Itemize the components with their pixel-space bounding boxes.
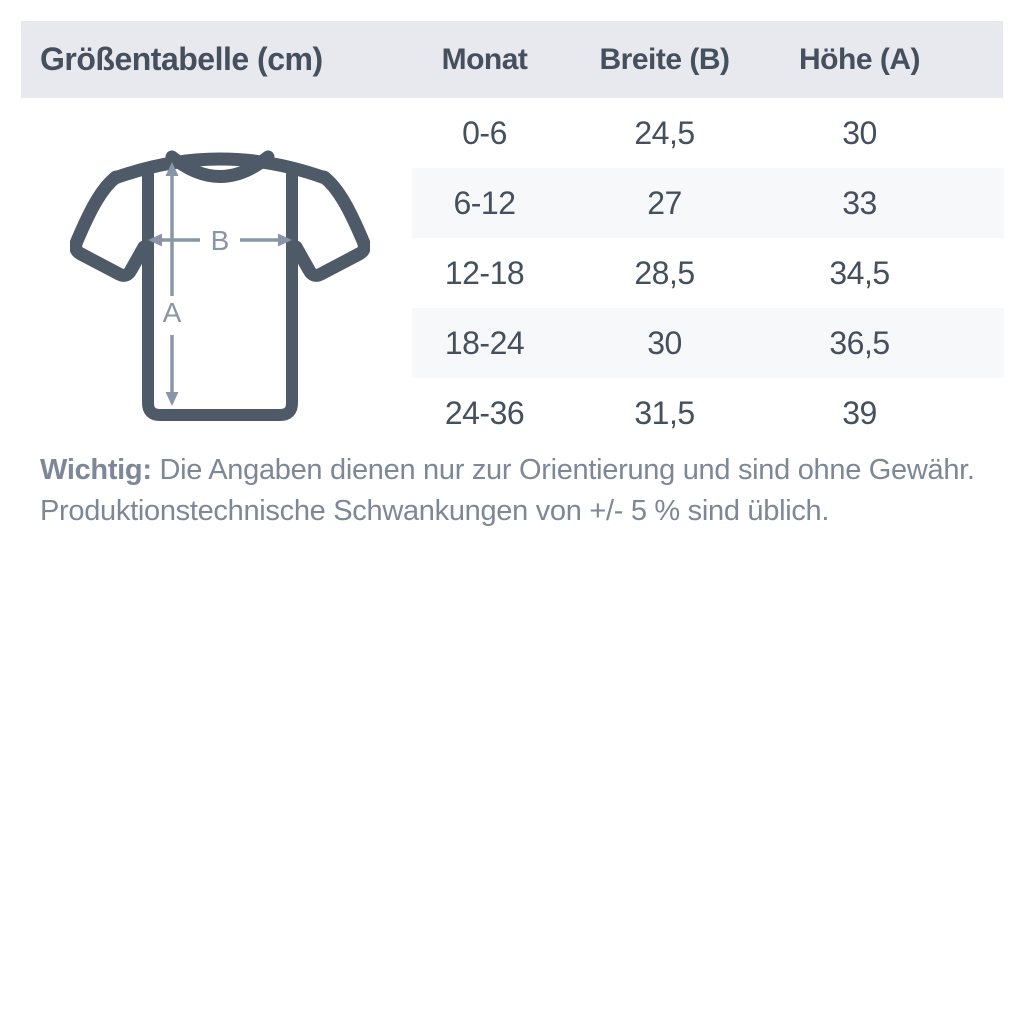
width-arrow — [148, 233, 292, 247]
height-arrow-label: A — [163, 297, 182, 328]
height-arrow — [165, 162, 179, 406]
tshirt-shoulder-line — [108, 152, 332, 185]
cell-hoehe: 33 — [842, 184, 877, 221]
disclaimer-text-1: Die Angaben dienen nur zur Orientierung … — [159, 454, 975, 486]
disclaimer-label: Wichtig: — [40, 454, 152, 486]
cell-monat: 12-18 — [444, 254, 525, 291]
cell-monat: 6-12 — [453, 184, 516, 221]
width-arrow-label: B — [211, 225, 230, 256]
chart-title: Größentabelle (cm) — [40, 41, 323, 77]
cell-breite: 24,5 — [634, 114, 695, 151]
tshirt-collar — [165, 150, 275, 183]
tshirt-measurement-diagram: A B — [70, 150, 370, 421]
column-header-breite: Breite (B) — [599, 42, 730, 76]
cell-breite: 30 — [647, 324, 682, 361]
cell-monat: 18-24 — [444, 324, 525, 361]
table-row: 18-24 30 36,5 — [412, 308, 1004, 378]
disclaimer-note: Wichtig: Die Angaben dienen nur zur Orie… — [40, 450, 990, 532]
table-row: 0-6 24,5 30 — [412, 98, 1004, 168]
cell-breite: 28,5 — [634, 254, 695, 291]
cell-monat: 24-36 — [444, 394, 525, 431]
cell-hoehe: 30 — [842, 114, 877, 151]
cell-hoehe: 34,5 — [829, 254, 890, 291]
cell-hoehe: 39 — [842, 394, 877, 431]
tshirt-right-sleeve — [289, 170, 370, 282]
table-row: 12-18 28,5 34,5 — [412, 238, 1004, 308]
cell-hoehe: 36,5 — [829, 324, 890, 361]
size-table-body: 0-6 24,5 30 6-12 27 33 12-18 28,5 34,5 1… — [412, 98, 1004, 448]
disclaimer-text-2: Produktionstechnische Schwankungen von +… — [40, 495, 830, 527]
tshirt-left-sleeve — [70, 170, 151, 282]
cell-breite: 31,5 — [634, 394, 695, 431]
table-row: 24-36 31,5 39 — [412, 378, 1004, 448]
cell-monat: 0-6 — [462, 114, 507, 151]
tshirt-body — [142, 166, 298, 421]
column-header-monat: Monat — [441, 42, 528, 76]
disclaimer-line-1: Wichtig: Die Angaben dienen nur zur Orie… — [40, 450, 990, 491]
cell-breite: 27 — [647, 184, 682, 221]
size-chart-header: Größentabelle (cm) Monat Breite (B) Höhe… — [21, 21, 1003, 98]
table-row: 6-12 27 33 — [412, 168, 1004, 238]
column-header-hoehe: Höhe (A) — [799, 42, 920, 76]
